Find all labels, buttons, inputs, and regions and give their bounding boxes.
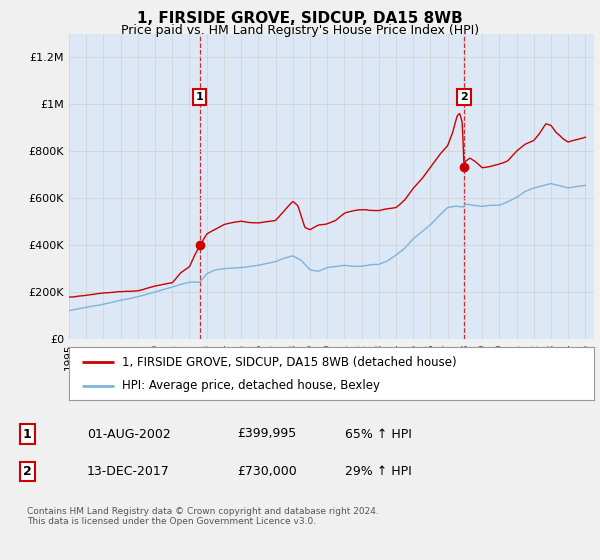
Text: Price paid vs. HM Land Registry's House Price Index (HPI): Price paid vs. HM Land Registry's House … bbox=[121, 24, 479, 36]
Text: 2: 2 bbox=[23, 465, 31, 478]
Text: 1, FIRSIDE GROVE, SIDCUP, DA15 8WB: 1, FIRSIDE GROVE, SIDCUP, DA15 8WB bbox=[137, 11, 463, 26]
Text: 1, FIRSIDE GROVE, SIDCUP, DA15 8WB (detached house): 1, FIRSIDE GROVE, SIDCUP, DA15 8WB (deta… bbox=[121, 356, 456, 368]
Text: HPI: Average price, detached house, Bexley: HPI: Average price, detached house, Bexl… bbox=[121, 379, 380, 392]
Text: 65% ↑ HPI: 65% ↑ HPI bbox=[345, 427, 412, 441]
Text: 13-DEC-2017: 13-DEC-2017 bbox=[87, 465, 170, 478]
Text: 01-AUG-2002: 01-AUG-2002 bbox=[87, 427, 171, 441]
Text: 2: 2 bbox=[460, 92, 468, 102]
Text: Contains HM Land Registry data © Crown copyright and database right 2024.
This d: Contains HM Land Registry data © Crown c… bbox=[27, 507, 379, 526]
Text: £730,000: £730,000 bbox=[237, 465, 297, 478]
Text: £399,995: £399,995 bbox=[237, 427, 296, 441]
Text: 1: 1 bbox=[23, 427, 31, 441]
Text: 29% ↑ HPI: 29% ↑ HPI bbox=[345, 465, 412, 478]
Text: 1: 1 bbox=[196, 92, 203, 102]
